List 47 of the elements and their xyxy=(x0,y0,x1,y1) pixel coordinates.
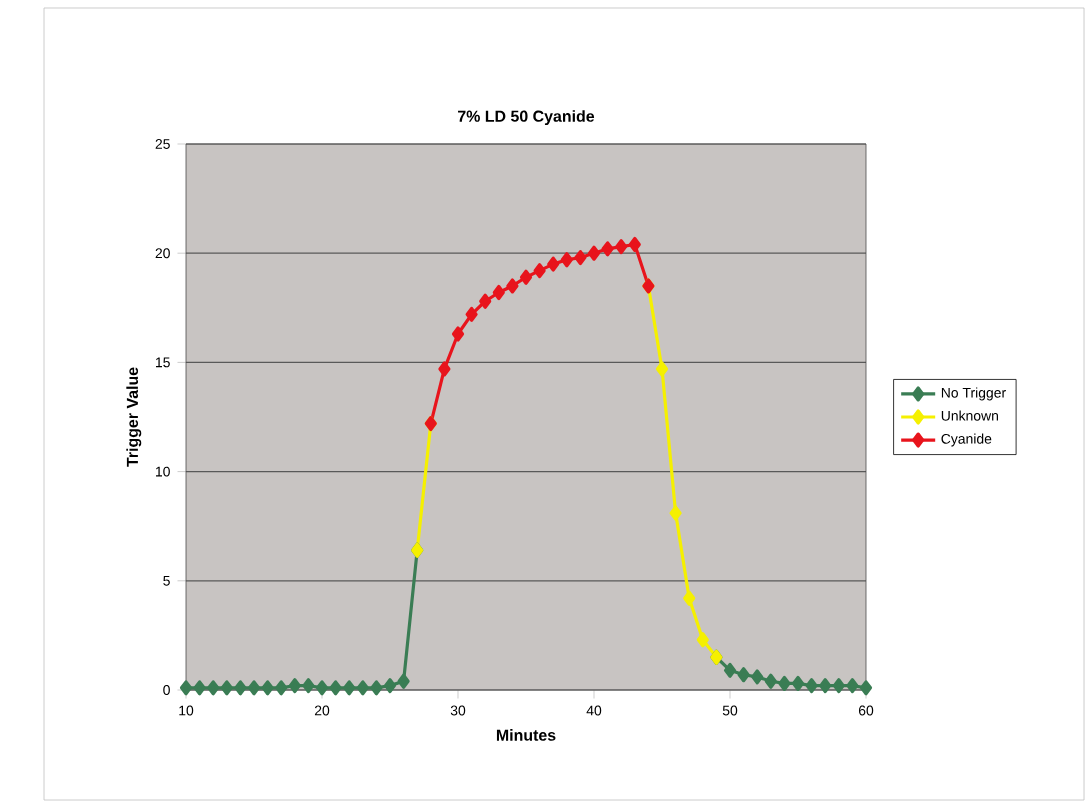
point xyxy=(859,680,873,696)
point xyxy=(370,680,383,696)
point xyxy=(465,306,478,322)
point xyxy=(628,236,641,253)
point xyxy=(751,669,764,685)
point xyxy=(696,632,709,648)
point xyxy=(397,673,410,689)
point xyxy=(615,239,628,255)
point xyxy=(805,678,818,694)
point xyxy=(832,678,845,694)
point xyxy=(220,680,233,696)
point xyxy=(764,673,777,689)
point xyxy=(669,505,682,521)
point xyxy=(846,678,859,694)
point xyxy=(778,675,791,692)
point xyxy=(356,680,369,696)
point xyxy=(234,680,247,696)
point xyxy=(479,293,492,309)
point xyxy=(560,252,573,268)
point xyxy=(451,326,465,342)
point xyxy=(329,680,342,696)
point xyxy=(288,678,301,694)
point xyxy=(207,680,220,696)
point xyxy=(683,590,696,606)
point xyxy=(506,278,519,294)
point xyxy=(791,675,805,692)
point xyxy=(247,680,261,696)
point xyxy=(438,361,451,377)
point xyxy=(723,662,737,678)
point xyxy=(275,680,288,696)
point xyxy=(302,678,315,694)
point xyxy=(519,269,533,285)
point xyxy=(492,284,505,301)
point xyxy=(655,361,669,377)
point xyxy=(547,256,560,272)
point xyxy=(193,680,206,696)
point xyxy=(737,667,750,683)
point xyxy=(261,680,274,696)
point xyxy=(533,263,546,279)
point xyxy=(383,678,397,694)
point xyxy=(819,678,832,694)
point xyxy=(343,680,356,696)
point xyxy=(179,680,193,696)
point xyxy=(574,249,587,266)
point xyxy=(315,680,329,696)
point xyxy=(587,245,601,261)
point xyxy=(601,241,614,257)
